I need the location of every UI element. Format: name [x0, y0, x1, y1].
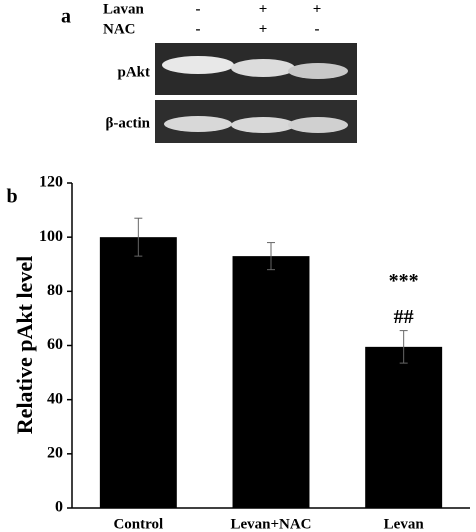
y-tick-label: 100: [39, 228, 63, 245]
treatment-sign: +: [313, 1, 322, 17]
bar: [99, 237, 177, 508]
error-bar: [267, 242, 275, 271]
y-tick-label: 20: [47, 445, 63, 462]
treatment-sign: +: [259, 1, 268, 17]
treatment-sign: +: [259, 21, 268, 37]
treatment-label: NAC: [103, 21, 136, 37]
treatment-sign: -: [196, 21, 201, 37]
band-label: β-actin: [105, 115, 150, 131]
y-tick-label: 0: [55, 499, 63, 516]
error-bar: [399, 330, 408, 364]
treatment-sign: -: [315, 21, 320, 37]
bar: [232, 256, 310, 508]
error-bar: [134, 217, 143, 257]
blot-image: [155, 43, 357, 143]
significance-annotation: ***: [389, 270, 419, 292]
treatment-sign: -: [196, 1, 201, 17]
band-label: pAkt: [117, 64, 150, 80]
bar: [365, 346, 443, 508]
x-tick-label: Levan+NAC: [230, 516, 311, 532]
panel-label: b: [6, 186, 17, 208]
significance-annotation: ##: [394, 306, 414, 328]
treatment-label: Lavan: [103, 1, 145, 17]
y-axis-title: Relative pAkt level: [12, 256, 37, 434]
y-tick-label: 40: [47, 390, 63, 407]
y-tick-label: 80: [47, 282, 63, 299]
y-tick-label: 60: [47, 336, 63, 353]
x-tick-label: Control: [113, 516, 163, 532]
x-tick-label: Levan: [384, 516, 425, 532]
y-tick-label: 120: [39, 174, 63, 191]
panel-label: a: [61, 6, 71, 28]
